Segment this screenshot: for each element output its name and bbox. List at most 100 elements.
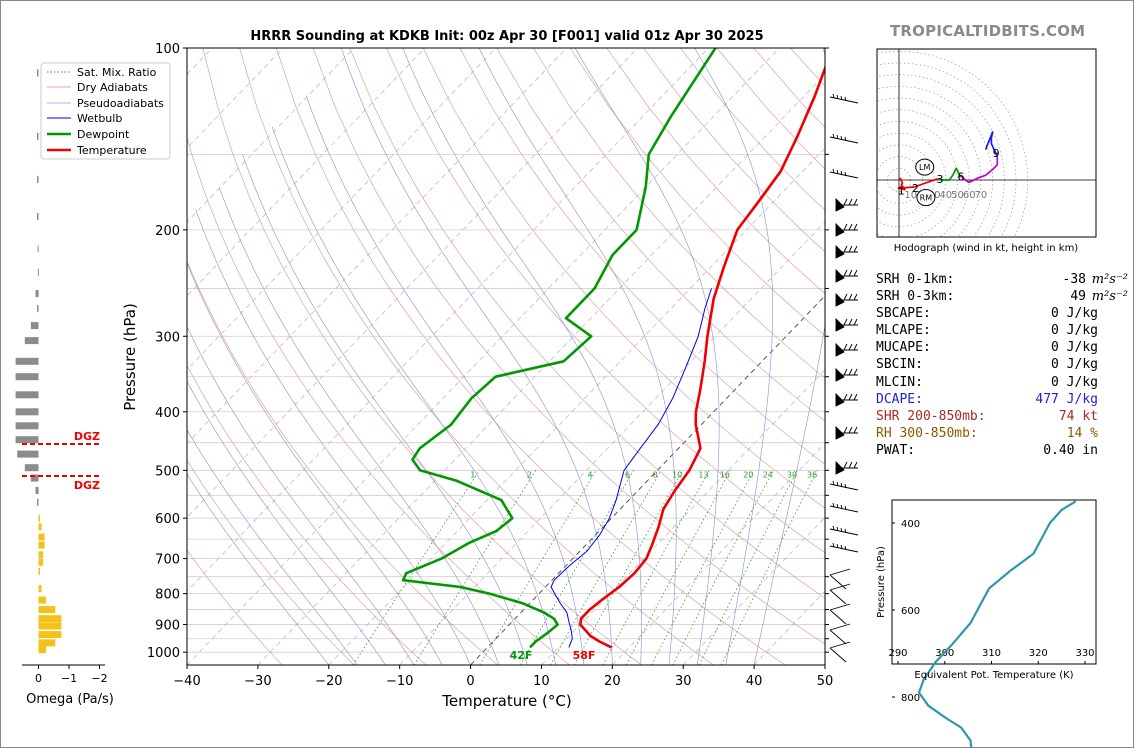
mixing-ratio-label: 30 — [787, 471, 797, 480]
index-row: SBCIN: 0 J/kg — [876, 357, 1116, 374]
mixing-ratio-label: 1 — [470, 471, 475, 480]
index-row: SRH 0-3km: 49 m²s⁻² — [876, 289, 1128, 306]
dry-adiabat — [187, 549, 283, 665]
legend-label-dry-adiabats: Dry Adiabats — [77, 81, 148, 94]
omega-bar — [24, 337, 39, 345]
hodograph-segment — [984, 131, 999, 157]
x-tick-label: 50 — [817, 674, 834, 689]
omega-bar — [38, 631, 62, 639]
sounding-indices: SRH 0-1km: -38 m²s⁻² SRH 0-3km: 49 m²s⁻² SBCAP… — [876, 272, 1128, 460]
pseudoadiabat — [402, 48, 642, 665]
hodograph-caption: Hodograph (wind in kt, height in km) — [894, 243, 1079, 254]
pseudoadiabat — [187, 262, 443, 665]
omega-bar — [38, 514, 40, 522]
skewt-legend: Sat. Mix. Ratio Dry Adiabats Pseudoadiab… — [40, 62, 171, 160]
pseudoadiabat — [242, 154, 528, 665]
index-row: PWAT: 0.40 in — [876, 443, 1116, 460]
index-label: PWAT: — [876, 442, 916, 458]
mixing-ratio-line — [672, 470, 774, 665]
wind-barb — [829, 133, 859, 144]
index-row: RH 300-850mb: 14 % — [876, 426, 1116, 443]
x-tick-label: 0 — [466, 674, 474, 689]
hodograph-trace — [897, 131, 999, 191]
mixing-ratio-line — [651, 470, 755, 665]
index-label: SBCIN: — [876, 357, 923, 373]
theta-e-x-tick-label: 310 — [982, 648, 1001, 659]
x-tick-label: 20 — [604, 674, 621, 689]
omega-bar — [15, 391, 39, 399]
surface-temperature-label: 58F — [573, 649, 596, 662]
wind-barb — [835, 244, 858, 259]
omega-tick-label: 0 — [35, 672, 42, 685]
index-unit: m²s⁻² — [1091, 272, 1128, 287]
omega-bar — [15, 422, 39, 430]
theta-e-profile — [917, 500, 1077, 748]
wind-barb — [835, 197, 858, 212]
wind-barb — [835, 392, 858, 407]
omega-bar — [37, 132, 39, 140]
index-label: SBCAPE: — [876, 306, 931, 322]
storm-motion-marker — [916, 189, 936, 207]
dry-adiabat — [239, 48, 714, 665]
omega-panel: DGZ DGZ 0 −1 −2 Omega (Pa/s) — [15, 69, 114, 707]
index-label: MLCAPE: — [876, 323, 931, 339]
mixing-ratio-label: 2 — [527, 471, 532, 480]
hodograph-height-markers: 1 2 3 6 9 — [898, 147, 1000, 197]
theta-e-y-axis-label: Pressure (hPa) — [876, 546, 887, 618]
x-tick-label: 30 — [675, 674, 692, 689]
dgz-top-label: DGZ — [74, 430, 100, 443]
theta-e-y-tick-label: 800 — [901, 693, 920, 704]
skewt-axes-box — [186, 47, 826, 666]
mixing-ratio-labels: 1 2 4 6 8 10 13 16 20 24 30 36 — [470, 471, 817, 480]
wind-barb — [829, 93, 859, 104]
hodograph-rings — [877, 49, 1096, 237]
wind-barb — [829, 583, 851, 605]
index-value: 49 — [1070, 289, 1086, 305]
skewt-y-axis-label: Pressure (hPa) — [121, 303, 139, 411]
pseudoadiabat — [574, 48, 720, 665]
pseudoadiabat — [195, 209, 471, 665]
dry-adiabat — [187, 136, 570, 665]
omega-bar — [38, 646, 47, 654]
wind-barb — [835, 222, 858, 237]
mixing-ratio-label: 36 — [807, 471, 817, 480]
mixing-ratio-label: 24 — [763, 471, 773, 480]
mixing-ratio-line — [352, 470, 480, 665]
mixing-ratio-line — [573, 470, 684, 665]
mixing-ratio-line — [698, 470, 798, 665]
omega-bar — [30, 474, 39, 482]
dgz-layer: DGZ DGZ — [22, 430, 100, 492]
omega-bar — [17, 450, 39, 458]
temperature-profile — [579, 64, 825, 649]
legend-label-pseudoadiabats: Pseudoadiabats — [77, 97, 164, 110]
mixing-ratio-line — [625, 470, 731, 665]
hodograph-segment — [897, 177, 938, 190]
x-tick-label: −20 — [315, 674, 342, 689]
y-tick-label: 300 — [155, 330, 180, 345]
omega-x-ticks: 0 −1 −2 — [35, 665, 108, 685]
omega-bar — [37, 498, 39, 506]
index-value: 0 J/kg — [1051, 340, 1098, 356]
index-label: MLCIN: — [876, 374, 923, 390]
index-label: DCAPE: — [876, 391, 923, 407]
omega-bar — [38, 523, 42, 531]
omega-bar — [38, 558, 44, 566]
isotherm-line — [187, 48, 426, 297]
index-row: DCAPE: 477 J/kg — [876, 392, 1116, 409]
dry-adiabat — [533, 48, 825, 379]
index-label: SHR 200-850mb: — [876, 408, 986, 424]
mixing-ratio-label: 6 — [625, 471, 630, 480]
wind-barbs — [829, 93, 859, 663]
omega-bar — [35, 290, 39, 298]
y-tick-label: 100 — [155, 42, 180, 57]
omega-bar — [38, 533, 45, 541]
index-value: -38 — [1062, 272, 1086, 287]
skewt-x-axis-label: Temperature (°C) — [441, 692, 571, 710]
legend-label-dewpoint: Dewpoint — [77, 128, 130, 141]
wind-barb — [835, 268, 858, 283]
dry-adiabat — [349, 48, 825, 599]
x-tick-label: 40 — [746, 674, 763, 689]
y-tick-label: 500 — [155, 464, 180, 479]
theta-e-y-tick-label: 400 — [901, 519, 920, 530]
x-tick-label: −10 — [386, 674, 413, 689]
